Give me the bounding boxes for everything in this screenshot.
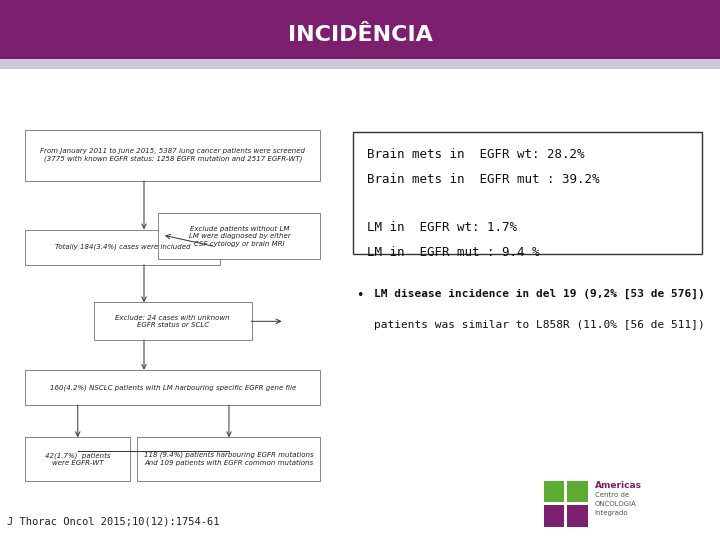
Text: Brain mets in  EGFR wt: 28.2%: Brain mets in EGFR wt: 28.2% xyxy=(367,148,585,161)
Text: •: • xyxy=(356,289,364,302)
FancyBboxPatch shape xyxy=(25,437,130,481)
Text: patients was similar to L858R (11.0% [56 de 511]): patients was similar to L858R (11.0% [56… xyxy=(374,320,705,330)
Text: J Thorac Oncol 2015;10(12):1754-61: J Thorac Oncol 2015;10(12):1754-61 xyxy=(7,516,220,526)
Text: LM in  EGFR mut : 9.4 %: LM in EGFR mut : 9.4 % xyxy=(367,246,540,259)
Text: 160(4.2%) NSCLC patients with LM harbouring specific EGFR gene file: 160(4.2%) NSCLC patients with LM harbour… xyxy=(50,384,296,391)
Text: Brain mets in  EGFR mut : 39.2%: Brain mets in EGFR mut : 39.2% xyxy=(367,173,600,186)
Text: Americas: Americas xyxy=(595,481,642,490)
Text: 118 (9.4%) patients harbouring EGFR mutations
And 109 patients with EGFR common : 118 (9.4%) patients harbouring EGFR muta… xyxy=(144,452,313,466)
FancyBboxPatch shape xyxy=(567,505,588,526)
Text: Exclude patients without LM
LM were diagnosed by either
CSF cytology or brain MR: Exclude patients without LM LM were diag… xyxy=(189,226,290,247)
FancyBboxPatch shape xyxy=(25,370,320,405)
FancyBboxPatch shape xyxy=(353,132,702,254)
Text: 42(1.7%)  patients
were EGFR-WT: 42(1.7%) patients were EGFR-WT xyxy=(45,452,110,466)
FancyBboxPatch shape xyxy=(25,230,220,265)
FancyBboxPatch shape xyxy=(0,0,720,68)
FancyBboxPatch shape xyxy=(94,302,252,340)
Text: Integrado: Integrado xyxy=(595,510,629,516)
FancyBboxPatch shape xyxy=(158,213,320,259)
FancyBboxPatch shape xyxy=(25,130,320,181)
Text: Exclude: 24 cases with unknown
EGFR status or SCLC: Exclude: 24 cases with unknown EGFR stat… xyxy=(115,314,230,328)
FancyBboxPatch shape xyxy=(0,59,720,69)
Text: Centro de: Centro de xyxy=(595,492,629,498)
FancyBboxPatch shape xyxy=(544,505,564,526)
Text: Totally 184(3.4%) cases were included: Totally 184(3.4%) cases were included xyxy=(55,244,190,251)
FancyBboxPatch shape xyxy=(567,481,588,502)
FancyBboxPatch shape xyxy=(544,481,564,502)
Text: LM in  EGFR wt: 1.7%: LM in EGFR wt: 1.7% xyxy=(367,221,517,234)
Text: LM disease incidence in del 19 (9,2% [53 de 576]): LM disease incidence in del 19 (9,2% [53… xyxy=(374,289,705,299)
Text: INCIDÊNCIA: INCIDÊNCIA xyxy=(287,25,433,45)
FancyBboxPatch shape xyxy=(137,437,320,481)
Text: ONCOLOGIA: ONCOLOGIA xyxy=(595,501,636,507)
Text: From January 2011 to June 2015, 5387 lung cancer patients were screened
(3775 wi: From January 2011 to June 2015, 5387 lun… xyxy=(40,148,305,163)
